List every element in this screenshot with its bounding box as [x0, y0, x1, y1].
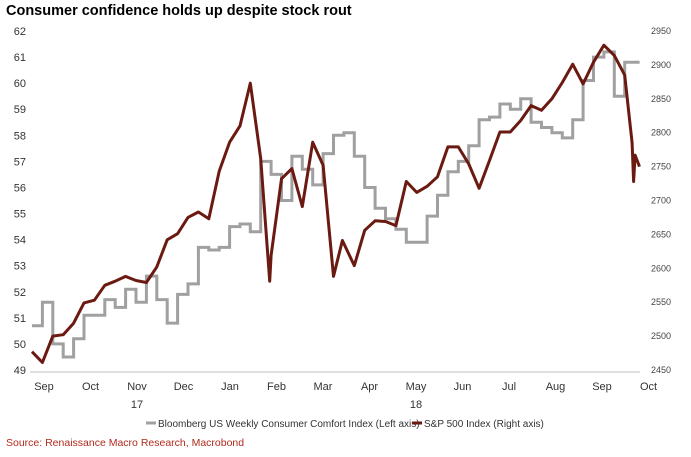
x-axis-ticks: Sep Oct Nov Dec Jan Feb Mar Apr May Jun Jul Aug Sep O…: [34, 381, 657, 393]
legend-label-consumer-comfort: Bloomberg US Weekly Consumer Comfort Ind…: [158, 419, 420, 430]
right-tick-label: 2800: [651, 128, 671, 138]
right-tick-label: 2700: [651, 196, 671, 206]
right-tick-label: 2900: [651, 60, 671, 70]
x-tick-label: May: [406, 381, 427, 393]
left-tick-label: 54: [14, 235, 26, 247]
x-tick-label: Oct: [82, 381, 99, 393]
left-tick-label: 58: [14, 130, 26, 142]
left-tick-label: 57: [14, 156, 26, 168]
right-tick-label: 2650: [651, 229, 671, 239]
left-tick-label: 52: [14, 287, 26, 299]
x-tick-label: Sep: [592, 381, 612, 393]
left-tick-label: 59: [14, 104, 26, 116]
left-tick-label: 62: [14, 26, 26, 38]
year-labels: 17 18: [131, 399, 422, 411]
x-tick-label: Oct: [640, 381, 657, 393]
right-tick-label: 2950: [651, 26, 671, 36]
left-tick-label: 61: [14, 52, 26, 64]
right-tick-label: 2850: [651, 94, 671, 104]
x-tick-label: Mar: [314, 381, 333, 393]
x-tick-label: Jun: [454, 381, 472, 393]
x-tick-label: Dec: [174, 381, 194, 393]
right-tick-label: 2500: [651, 331, 671, 341]
series-line-sp500: [30, 43, 641, 364]
right-tick-label: 2450: [651, 365, 671, 375]
chart-title: Consumer confidence holds up despite sto…: [6, 3, 352, 19]
right-tick-label: 2550: [651, 297, 671, 307]
left-tick-label: 55: [14, 209, 26, 221]
source-note: Source: Renaissance Macro Research, Macr…: [6, 437, 245, 449]
x-tick-label: Aug: [546, 381, 566, 393]
left-axis-ticks: 49 50 51 52 53 54 55 56 57 58 59 60 61 62: [14, 26, 26, 377]
left-tick-label: 49: [14, 365, 26, 377]
left-tick-label: 50: [14, 339, 26, 351]
left-tick-label: 56: [14, 182, 26, 194]
x-tick-label: Feb: [267, 381, 286, 393]
year-label: 17: [131, 399, 143, 411]
left-tick-label: 51: [14, 313, 26, 325]
right-tick-label: 2750: [651, 162, 671, 172]
x-tick-label: Jul: [502, 381, 516, 393]
legend: Bloomberg US Weekly Consumer Comfort Ind…: [146, 419, 544, 430]
left-tick-label: 53: [14, 261, 26, 273]
x-tick-label: Sep: [34, 381, 54, 393]
x-tick-label: Jan: [221, 381, 239, 393]
left-tick-label: 60: [14, 78, 26, 90]
x-tick-label: Apr: [361, 381, 378, 393]
series-line-consumer-comfort: [32, 50, 640, 359]
x-tick-label: Nov: [127, 381, 147, 393]
right-tick-label: 2600: [651, 263, 671, 273]
legend-label-sp500: S&P 500 Index (Right axis): [424, 419, 544, 430]
right-axis-ticks: 2450 2500 2550 2600 2650 2700 2750 2800 2850 2900…: [651, 26, 671, 375]
year-label: 18: [410, 399, 422, 411]
